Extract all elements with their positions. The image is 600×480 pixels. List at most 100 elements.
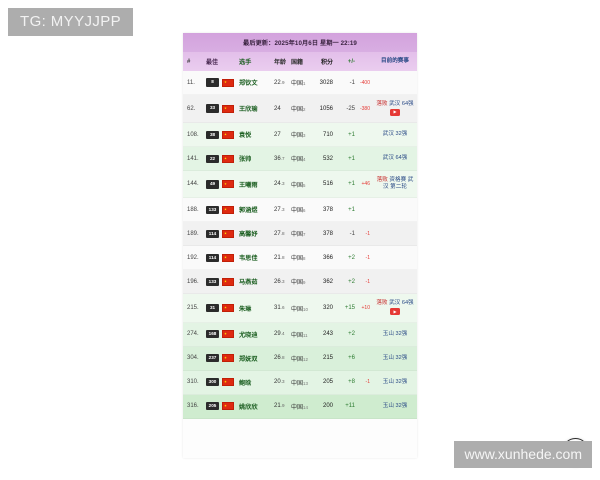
- table-row[interactable]: 188. 133 郭涵煜 27.3 中国6 378 +1: [183, 198, 417, 223]
- row-player-name[interactable]: 张帅: [239, 156, 252, 164]
- row-player-name[interactable]: 鲍晗: [239, 379, 252, 387]
- row-points: 205: [322, 379, 333, 386]
- table-row[interactable]: 192. 114 韦思佳 21.8 中国8 366 +2 -1: [183, 246, 417, 271]
- cn-flag-icon: [222, 180, 239, 189]
- row-player-name[interactable]: 尤晓迪: [239, 331, 258, 339]
- cn-flag-icon: [222, 78, 239, 87]
- row-current-event[interactable]: 落败 武汉 64强 ▶: [376, 300, 414, 316]
- cn-flag-icon: [222, 330, 239, 339]
- ranking-card: 最后更新：2025年10月6日 星期一 22:19 # 最佳 选手 年龄 国籍 …: [183, 33, 417, 458]
- row-best-rank: 114: [206, 253, 222, 263]
- row-points-change: +46: [361, 181, 370, 188]
- table-row[interactable]: 316. 205 姚欣欣 21.9 中国14 200 +11 玉山 32强: [183, 394, 417, 419]
- row-points: 243: [322, 331, 333, 338]
- row-age: 20.3: [274, 379, 285, 386]
- table-row[interactable]: 144. 49 王曦雨 24.3 中国5 516 +1 +46 落败 资格赛 武汉 第二轮: [183, 171, 417, 199]
- row-current-event[interactable]: 武汉 32强: [382, 131, 408, 138]
- row-player-name[interactable]: 王曦雨: [239, 181, 258, 189]
- table-row[interactable]: 189. 114 高馨妤 27.8 中国7 378 -1 -1: [183, 222, 417, 247]
- row-rank: 310.: [187, 379, 199, 386]
- table-row[interactable]: 62. 33 王欣瑜 24 中国2 1056 -25 -380 落败 武汉 64强 ▶: [183, 95, 417, 124]
- table-row[interactable]: 11. 8 郑钦文 22.9 中国1 3028 -1 -400: [183, 71, 417, 95]
- row-player-name[interactable]: 王欣瑜: [239, 106, 258, 114]
- row-rank: 144.: [187, 181, 199, 188]
- column-header-nationality: 国籍: [291, 60, 304, 66]
- row-age: 21.8: [274, 254, 285, 261]
- row-current-event[interactable]: 落败 武汉 64强 ▶: [376, 101, 414, 116]
- row-best-rank: 8: [206, 78, 222, 87]
- row-player-name[interactable]: 韦思佳: [239, 255, 258, 263]
- row-age: 29.4: [274, 331, 285, 338]
- row-player-name[interactable]: 姚欣欣: [239, 403, 258, 411]
- row-delta: +11: [345, 403, 355, 410]
- row-nationality: 中国13: [291, 380, 308, 387]
- cn-flag-icon: [222, 304, 239, 312]
- row-player-name[interactable]: 郭涵煜: [239, 207, 258, 215]
- row-player-name[interactable]: 郑妩双: [239, 355, 258, 363]
- column-header-rank: #: [187, 58, 191, 65]
- row-delta: -1: [349, 230, 355, 237]
- table-body: 11. 8 郑钦文 22.9 中国1 3028 -1 -400 62. 33 王欣瑜 24 中国2 105…: [183, 71, 417, 419]
- row-player-name[interactable]: 郑钦文: [239, 80, 258, 87]
- table-row[interactable]: 310. 300 鲍晗 20.3 中国13 205 +8 -1 玉山 32强: [183, 370, 417, 395]
- row-player-name[interactable]: 高馨妤: [239, 231, 258, 239]
- row-points: 710: [322, 131, 333, 138]
- row-player-name[interactable]: 袁悦: [239, 132, 252, 140]
- row-nationality: 中国3: [291, 133, 306, 140]
- table-header-row: # 最佳 选手 年龄 国籍 积分 +/- 目前的赛事 下一 最大: [183, 52, 417, 71]
- cn-flag-icon: [222, 402, 239, 411]
- cn-flag-icon: [222, 354, 239, 363]
- row-points: 320: [322, 305, 333, 311]
- row-player-name[interactable]: 朱琳: [239, 305, 252, 313]
- row-points: 362: [322, 278, 333, 285]
- row-current-event[interactable]: 玉山 32强: [382, 402, 408, 409]
- site-watermark: www.xunhede.com: [454, 441, 592, 468]
- row-age: 26.8: [274, 355, 285, 362]
- row-best-rank: 49: [206, 180, 222, 189]
- row-nationality: 中国8: [291, 256, 306, 263]
- row-points-change: -1: [365, 254, 370, 261]
- row-nationality: 中国11: [291, 332, 308, 339]
- row-delta: +2: [348, 331, 355, 338]
- row-next-points: 587: [416, 156, 417, 162]
- row-age: 26.3: [274, 278, 285, 285]
- row-age: 27.3: [274, 206, 285, 213]
- row-delta: +15: [344, 305, 355, 311]
- row-nationality: 中国9: [291, 280, 306, 287]
- row-current-event[interactable]: 玉山 32强: [382, 354, 408, 361]
- column-header-age: 年龄: [274, 60, 287, 66]
- table-row[interactable]: 304. 237 郑妩双 26.8 中国12 215 +6 玉山 32强: [183, 346, 417, 371]
- row-current-event[interactable]: 落败 资格赛 武汉 第二轮: [376, 177, 414, 191]
- row-best-rank: 22: [206, 154, 222, 164]
- row-delta: +1: [348, 155, 355, 162]
- row-nationality: 中国10: [291, 306, 308, 313]
- row-best-rank: 168: [206, 329, 222, 339]
- row-rank: 304.: [187, 355, 199, 362]
- row-points-change: -400: [359, 79, 370, 86]
- row-points-change: -1: [365, 278, 370, 285]
- row-points: 532: [322, 155, 333, 162]
- row-rank: 108.: [187, 131, 199, 138]
- row-nationality: 中国14: [291, 404, 308, 411]
- cn-flag-icon: [222, 277, 239, 286]
- row-player-name[interactable]: 马燕茹: [239, 279, 258, 287]
- row-points: 378: [322, 230, 333, 237]
- row-rank: 189.: [187, 230, 199, 237]
- row-rank: 141.: [187, 155, 199, 162]
- row-current-event[interactable]: 玉山 32强: [382, 330, 408, 337]
- row-points: 3028: [319, 79, 333, 86]
- row-delta: +2: [348, 278, 355, 285]
- row-points-change: -1: [365, 230, 370, 237]
- table-row[interactable]: 274. 168 尤晓迪 29.4 中国11 243 +2 玉山 32强: [183, 322, 417, 347]
- column-header-player: 选手: [239, 59, 252, 66]
- row-best-rank: 38: [206, 130, 222, 140]
- row-delta: +6: [348, 355, 355, 362]
- row-age: 27.8: [274, 230, 285, 237]
- table-row[interactable]: 215. 31 朱琳 31.6 中国10 320 +15 +10 落败 武汉 64强 ▶: [183, 294, 417, 323]
- row-current-event[interactable]: 玉山 32强: [382, 378, 408, 385]
- row-age: 31.6: [274, 305, 285, 311]
- row-current-event[interactable]: 武汉 64强: [382, 155, 408, 162]
- table-row[interactable]: 196. 133 马燕茹 26.3 中国9 362 +2 -1: [183, 270, 417, 295]
